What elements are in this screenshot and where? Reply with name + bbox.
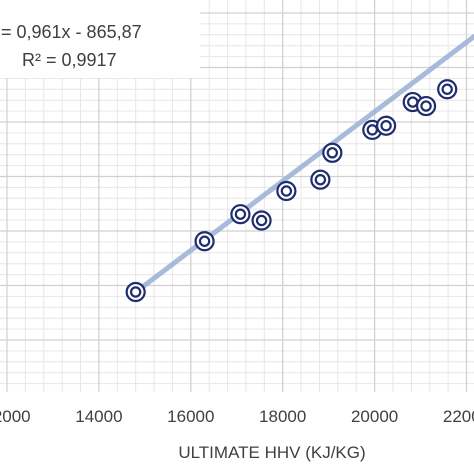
data-point	[230, 204, 251, 225]
data-point-outer-ring	[251, 210, 272, 231]
data-point	[415, 95, 437, 117]
x-tick-label: 22000	[443, 407, 474, 426]
data-point-inner-ring	[326, 147, 339, 159]
trendline-equation: y = 0,961x - 865,87	[0, 22, 142, 42]
data-point-inner-ring	[314, 173, 327, 186]
x-tick-label: 16000	[167, 407, 214, 426]
x-tick-label: 12000	[0, 407, 31, 426]
data-point	[437, 79, 458, 100]
data-point-outer-ring	[276, 180, 297, 202]
data-point	[276, 180, 297, 202]
data-point-inner-ring	[255, 214, 268, 227]
data-point-outer-ring	[437, 79, 458, 100]
x-tick-label: 14000	[75, 407, 122, 426]
data-point-outer-ring	[310, 169, 331, 190]
data-point-inner-ring	[380, 120, 392, 132]
data-point-inner-ring	[280, 185, 293, 197]
x-axis-label: ULTIMATE HHV (KJ/KG)	[178, 443, 365, 462]
data-point-inner-ring	[129, 286, 142, 298]
x-tick-label: 20000	[351, 407, 398, 426]
equation-label-background	[0, 0, 200, 78]
data-point-outer-ring	[194, 231, 215, 252]
data-point-inner-ring	[441, 83, 453, 95]
data-point-inner-ring	[234, 208, 247, 220]
data-point-outer-ring	[322, 142, 343, 163]
x-tick-label: 18000	[259, 407, 306, 426]
data-point	[194, 231, 215, 252]
data-point-outer-ring	[375, 115, 397, 136]
trendline-layer	[133, 33, 474, 295]
data-point	[375, 115, 397, 136]
trendline	[133, 33, 474, 295]
data-point-inner-ring	[198, 235, 211, 247]
data-points	[125, 79, 458, 303]
data-point	[125, 281, 146, 303]
data-point	[310, 169, 331, 190]
data-point-inner-ring	[420, 100, 432, 112]
data-point-outer-ring	[415, 95, 437, 117]
data-point	[251, 210, 272, 231]
data-point-outer-ring	[125, 281, 146, 303]
data-point	[322, 142, 343, 163]
x-axis-tick-labels: 12000 14000 16000 18000 20000 22000	[0, 407, 474, 426]
data-point-outer-ring	[230, 204, 251, 225]
r-squared-label: R² = 0,9917	[22, 50, 117, 70]
